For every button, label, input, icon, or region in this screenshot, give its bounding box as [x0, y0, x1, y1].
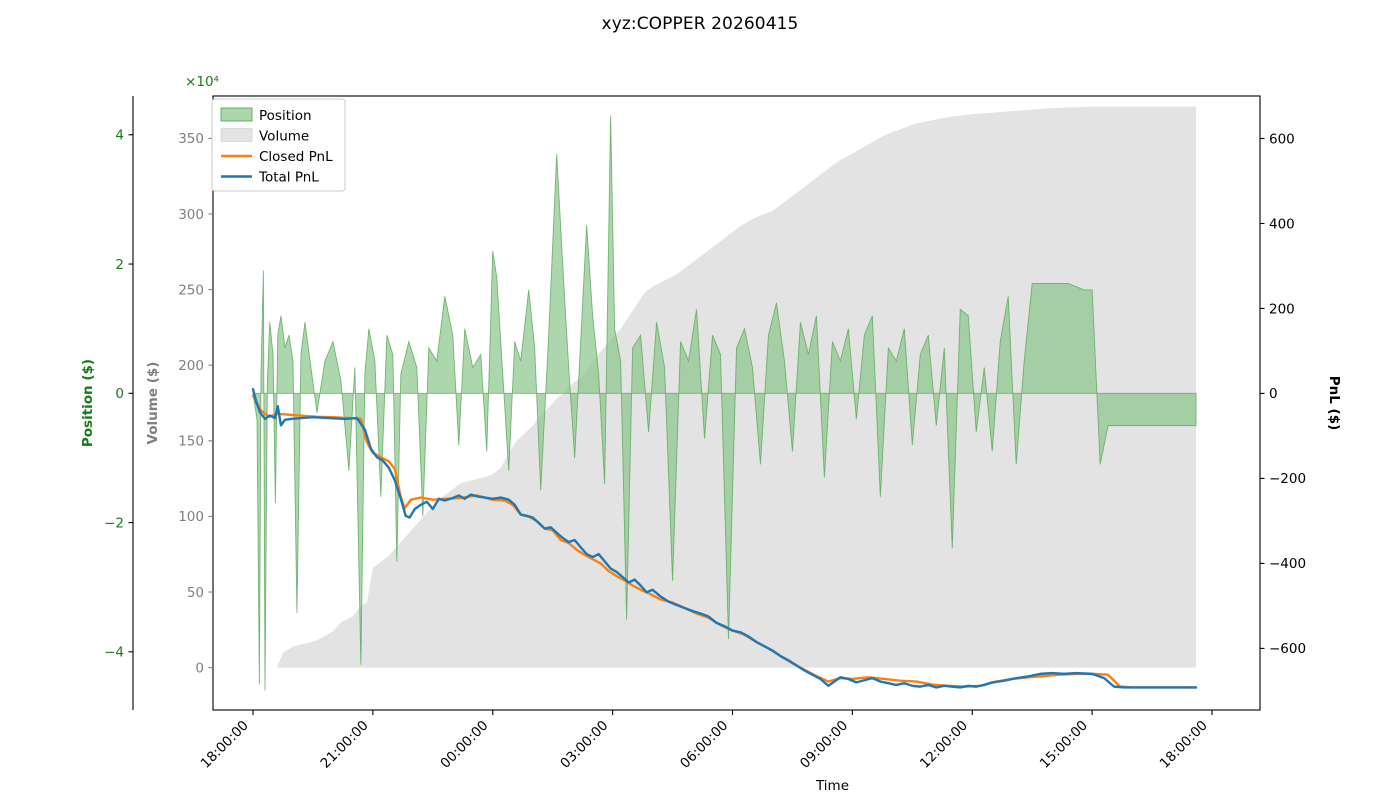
x-tick-label-4: 06:00:00 [677, 718, 731, 772]
x-axis-label: Time [815, 778, 849, 794]
pnl-tick-label-6: 600 [1269, 131, 1295, 147]
volume-tick-label-1: 50 [187, 585, 204, 601]
volume-tick-label-5: 250 [178, 282, 204, 298]
x-tick-label-0: 18:00:00 [198, 718, 252, 772]
legend-swatch-volume [220, 128, 253, 142]
position-tick-label-2: 0 [115, 386, 124, 402]
pnl-tick-label-5: 400 [1269, 216, 1295, 232]
x-tick-label-3: 03:00:00 [557, 718, 611, 772]
position-tick-label-3: 2 [115, 257, 124, 273]
position-tick-label-1: −2 [104, 515, 124, 531]
axes-frame [212, 95, 1261, 711]
volume-tick-label-7: 350 [178, 131, 204, 147]
x-tick-label-7: 15:00:00 [1037, 718, 1091, 772]
legend-label-closed-pnl: Closed PnL [259, 149, 333, 165]
position-axis-label: Position ($) [80, 359, 96, 447]
volume-tick-label-2: 100 [178, 509, 204, 525]
volume-tick-label-4: 200 [178, 358, 204, 374]
pnl-tick-label-4: 200 [1269, 301, 1295, 317]
position-tick-label-0: −4 [104, 645, 124, 661]
volume-axis-label: Volume ($) [145, 362, 161, 445]
total-pnl-line [251, 387, 1198, 689]
volume-tick-label-3: 150 [178, 434, 204, 450]
legend-swatch-position [220, 107, 253, 122]
x-tick-label-1: 21:00:00 [318, 718, 372, 772]
volume-tick-label-6: 300 [178, 207, 204, 223]
position-tick-label-4: 4 [115, 128, 124, 144]
volume-tick-label-0: 0 [195, 660, 204, 676]
pnl-tick-label-0: −600 [1269, 641, 1306, 657]
legend-label-position: Position [259, 108, 312, 124]
pnl-axis-label: PnL ($) [1326, 376, 1342, 431]
position-axis-offset: ×10⁴ [185, 74, 219, 90]
pnl-tick-label-2: −200 [1269, 471, 1306, 487]
x-tick-label-2: 00:00:00 [437, 718, 491, 772]
legend-box [211, 98, 346, 192]
legend-label-volume: Volume [259, 128, 309, 144]
chart-title: xyz:COPPER 20260415 [601, 14, 799, 34]
x-tick-label-8: 18:00:00 [1157, 718, 1211, 772]
legend-label-total-pnl: Total PnL [258, 169, 319, 185]
pnl-tick-label-1: −400 [1269, 556, 1306, 572]
pnl-tick-label-3: 0 [1269, 386, 1278, 402]
x-tick-label-6: 12:00:00 [917, 718, 971, 772]
x-tick-label-5: 09:00:00 [797, 718, 851, 772]
position-area [252, 115, 1197, 691]
volume-area [253, 106, 1197, 668]
